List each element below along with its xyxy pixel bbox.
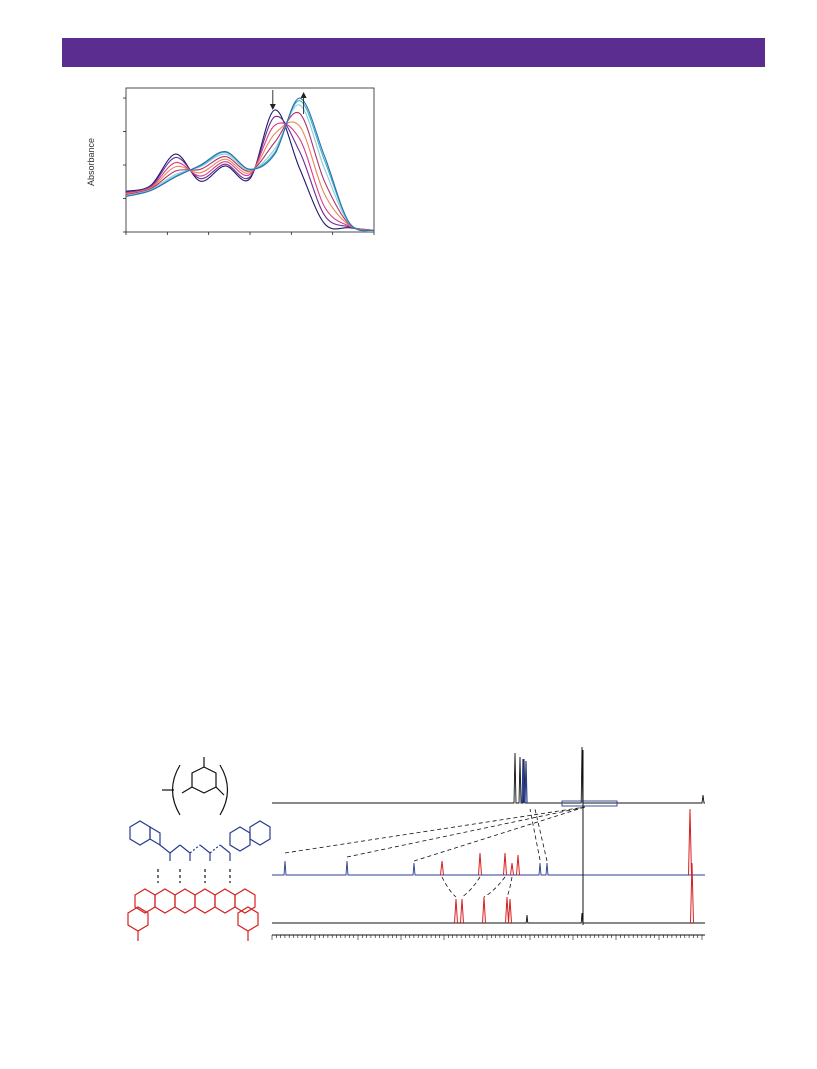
nmr-overlay-blue: [521, 758, 528, 804]
nmr-trace-bottom: [272, 912, 705, 924]
plot-frame: [125, 87, 375, 233]
nmr-bottom-red-peak-2: [482, 896, 486, 924]
nmr-corr-blue-2: [413, 806, 586, 862]
nmr-middle-red-peak-0: [440, 860, 444, 876]
nmr-middle-red-peak-4: [516, 854, 520, 876]
uv-series-line-7: [125, 97, 375, 232]
nmr-corr-near-1: [534, 808, 548, 862]
nmr-bottom-red-peak-1: [460, 898, 464, 924]
nmr-middle-red-peak-3: [510, 862, 514, 876]
nmr-corr-blue-1: [346, 806, 586, 858]
nmr-bottom-red-peak-5: [690, 862, 694, 924]
nmr-bottom-red-peak-3: [505, 896, 509, 924]
nmr-corr-red-3: [506, 876, 513, 898]
uv-series-group: [125, 97, 375, 232]
nmr-corr-blue-0: [284, 806, 586, 854]
uv-series-line-5: [125, 104, 375, 231]
uv-series-line-0: [125, 109, 375, 231]
nmr-bottom-red-peak-0: [454, 898, 458, 924]
uv-arrows: [269, 90, 307, 114]
uv-series-line-6: [125, 100, 375, 231]
nmr-middle-red-peak-2: [503, 852, 507, 876]
uv-series-line-4: [125, 111, 375, 231]
arrow-up-head: [300, 92, 307, 98]
arrow-down-head: [269, 104, 276, 110]
nmr-ppm-axis: [271, 934, 705, 940]
nmr-figure: [127, 746, 705, 941]
uv-vis-chart: [123, 87, 375, 235]
nmr-corr-red-2: [483, 876, 506, 898]
uv-series-line-2: [125, 122, 375, 231]
nmr-corr-red-0: [441, 876, 457, 898]
nmr-middle-red-peak-5: [688, 808, 692, 876]
header-bar: [62, 38, 765, 67]
molecule-structure: [127, 757, 271, 941]
uv-series-line-3: [125, 121, 375, 231]
nmr-middle-red-peak-1: [478, 852, 482, 876]
nmr-trace-middle: [272, 860, 705, 876]
uv-series-line-1: [125, 115, 375, 231]
nmr-corr-near-0: [529, 808, 541, 861]
nmr-region-box: [561, 800, 618, 807]
nmr-bottom-red-peak-4: [508, 898, 512, 924]
uv-axes: [123, 87, 375, 235]
nmr-trace-top: [272, 746, 705, 804]
nmr-traces: [272, 746, 705, 925]
nmr-corr-red-1: [461, 876, 481, 898]
